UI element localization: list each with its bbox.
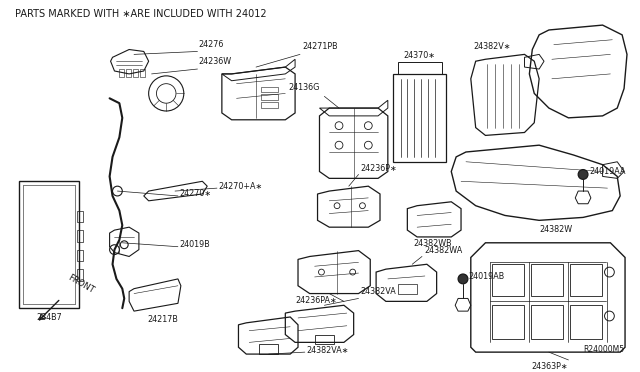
Bar [570,305,602,339]
Text: 24276: 24276 [198,39,224,48]
Text: 24217B: 24217B [148,315,179,324]
Text: 24363P∗: 24363P∗ [531,362,568,371]
Text: FRONT: FRONT [66,273,95,295]
Text: 24236W: 24236W [198,57,232,66]
Text: 24370∗: 24370∗ [403,51,435,60]
Text: 24382VA∗: 24382VA∗ [307,346,349,355]
Bar [77,250,83,262]
Bar [531,264,563,295]
Text: 24270∗: 24270∗ [179,189,211,198]
Bar [133,69,138,77]
Circle shape [458,274,468,284]
Text: 284B7: 284B7 [36,313,62,322]
Circle shape [578,170,588,179]
Text: R24000M5: R24000M5 [583,345,624,354]
Text: 24382WB: 24382WB [413,239,452,248]
Bar [397,62,442,74]
Text: 24019B: 24019B [179,240,210,249]
Text: PARTS MARKED WITH ∗ARE INCLUDED WITH 24012: PARTS MARKED WITH ∗ARE INCLUDED WITH 240… [15,9,266,19]
Text: 24382WA: 24382WA [424,246,462,254]
Text: 24382W: 24382W [539,225,572,234]
Bar [140,69,145,77]
Text: 24382V∗: 24382V∗ [474,42,511,51]
Bar [570,264,602,295]
Text: 24019AB: 24019AB [469,272,505,282]
Bar [531,305,563,339]
Text: 24236P∗: 24236P∗ [360,164,397,173]
Bar [77,230,83,242]
Bar [492,305,524,339]
Text: 24271PB: 24271PB [302,42,337,51]
Bar [261,87,278,93]
Text: 24270+A∗: 24270+A∗ [218,182,262,191]
Bar [126,69,131,77]
Bar [393,74,446,162]
Bar [77,211,83,222]
Text: 24136G: 24136G [288,83,319,93]
Bar [261,94,278,100]
Bar [77,269,83,281]
Text: 24382VA: 24382VA [360,288,396,296]
Bar [492,264,524,295]
Bar [120,69,124,77]
Text: 24236PA∗: 24236PA∗ [295,295,337,305]
Bar [261,102,278,108]
Bar [19,181,79,308]
Text: 24019AA: 24019AA [589,167,625,176]
Bar [397,284,417,294]
